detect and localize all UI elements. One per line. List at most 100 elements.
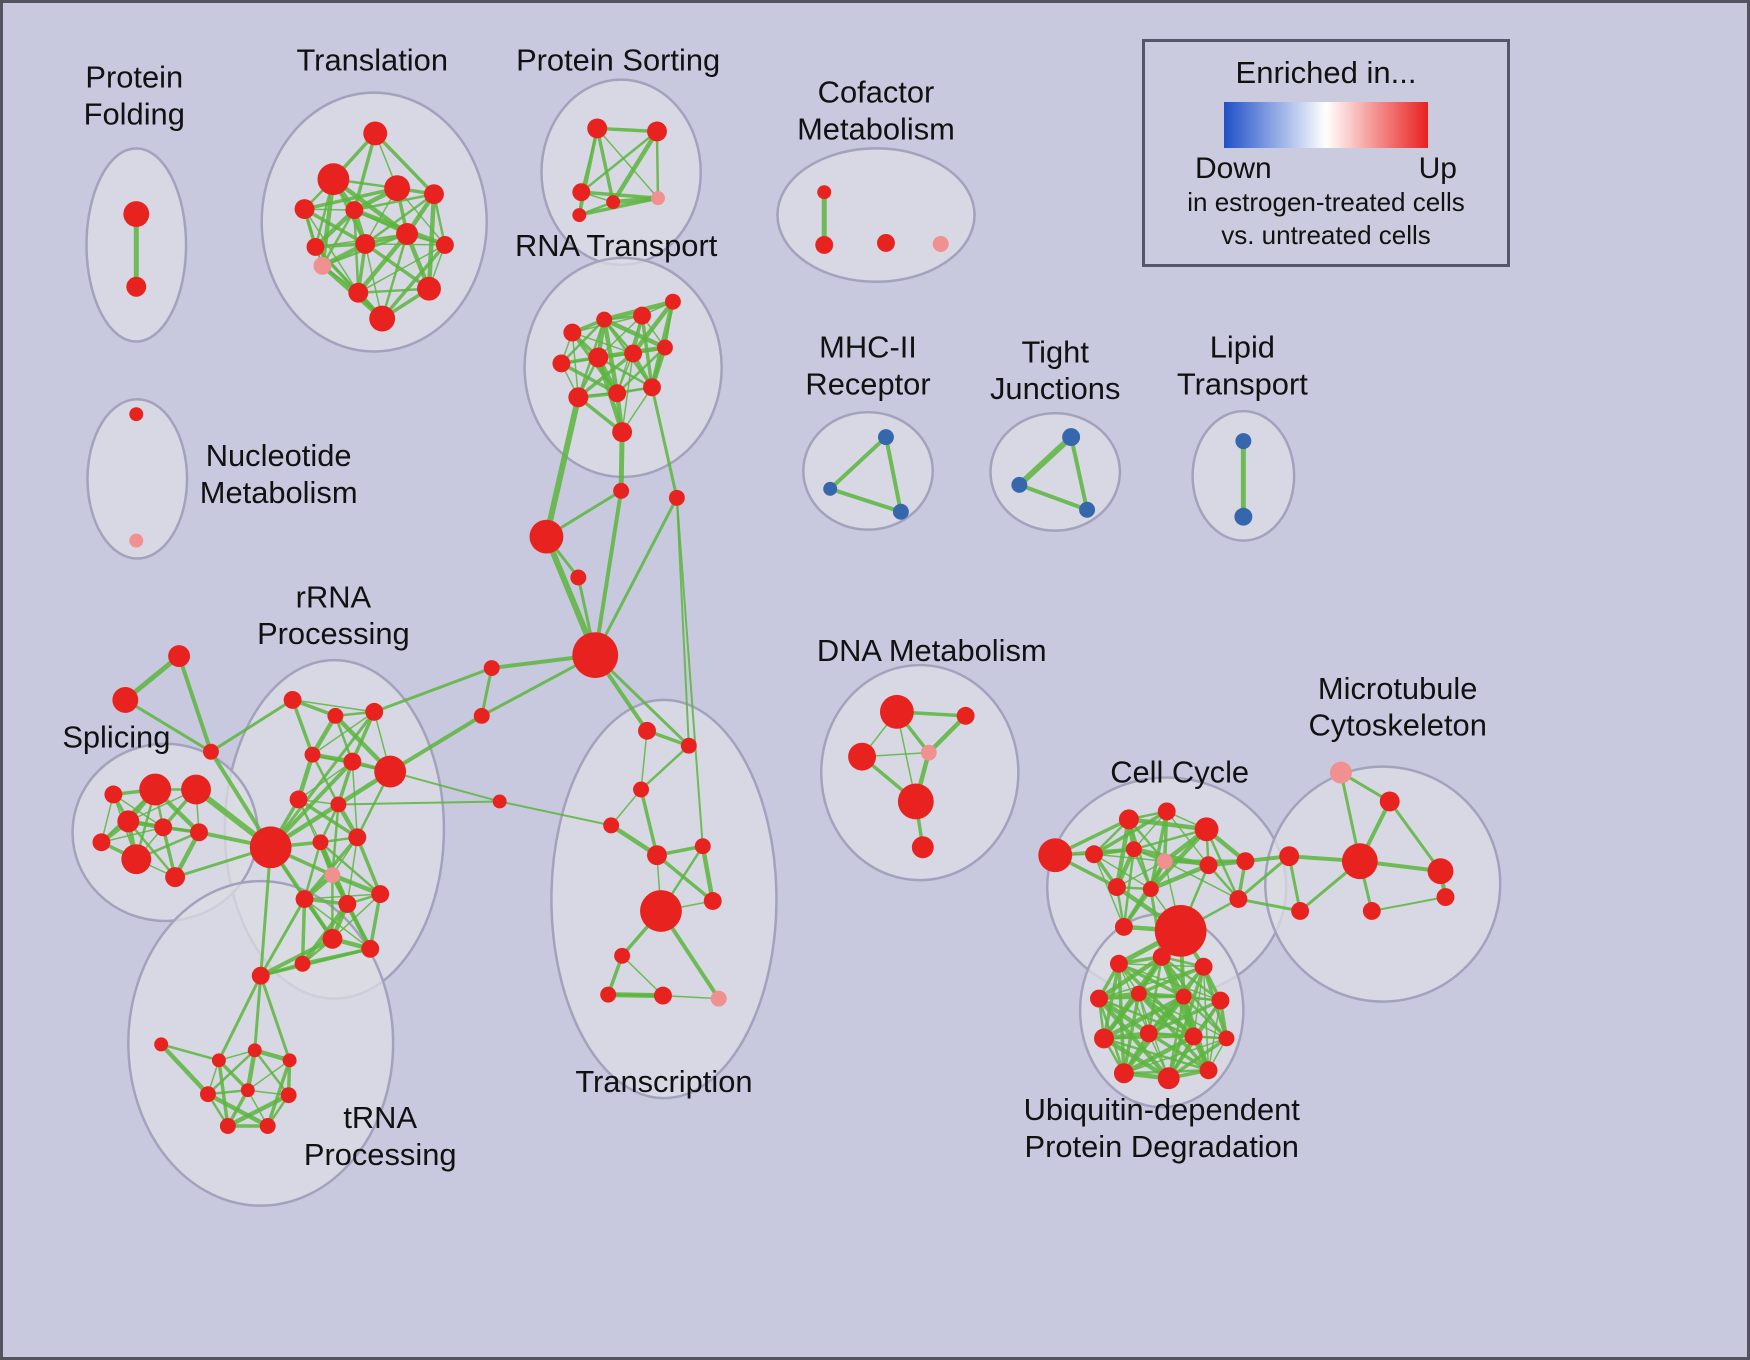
node-xhub (572, 632, 619, 679)
node-ot3 (202, 743, 219, 760)
edge-tp1-rr16 (260, 947, 371, 978)
legend-axis-labels: Down Up (1195, 152, 1457, 186)
node-rr4 (304, 746, 321, 763)
edge-tp1-rrhub (259, 847, 273, 976)
node-mc6 (1291, 902, 1310, 920)
edge-tp2-tp3 (160, 1043, 220, 1062)
node-ps5 (650, 191, 665, 206)
node-ub11 (1218, 1030, 1235, 1047)
edge-rr3-rr4 (312, 711, 375, 756)
node-tx4 (603, 817, 620, 834)
edge-rr5-rr10 (351, 761, 359, 838)
node-ub1 (1109, 954, 1128, 973)
node-rr5 (343, 752, 362, 771)
edge-tp4-tp6 (207, 1049, 256, 1096)
node-x3 (570, 569, 587, 586)
node-rr2 (327, 707, 344, 724)
edge-ps2-ps4 (611, 130, 659, 204)
node-mc3 (1279, 846, 1300, 867)
node-tr6 (423, 184, 444, 205)
cluster-label-cell-cycle-line1: Cell Cycle (1110, 755, 1249, 790)
edge-tx9-tx10 (608, 992, 663, 999)
cluster-label-protein-folding-line2: Folding (84, 96, 185, 131)
node-tr4 (345, 201, 364, 220)
cluster-label-cofactor-metabolism-line2: Metabolism (797, 111, 955, 146)
edge-rt3-rt6 (597, 315, 643, 358)
edge-rt11-x4 (650, 386, 679, 499)
node-cc10 (1107, 878, 1126, 897)
node-ub4 (1090, 989, 1108, 1008)
edge-sp4-sp8 (127, 820, 177, 878)
node-rr17 (294, 955, 311, 972)
node-tr1 (363, 121, 388, 146)
edge-x4-xhub (593, 497, 679, 656)
edge-cc3-cc8 (1166, 810, 1210, 866)
cluster-label-trna-processing-line2: Processing (304, 1137, 457, 1172)
cluster-ellipse-mhc-ii-receptor (802, 410, 934, 531)
edge-tr4-tr12 (353, 210, 360, 293)
node-ps4 (606, 195, 621, 210)
cluster-label-translation-line1: Translation (296, 43, 448, 78)
node-sp1 (104, 785, 123, 804)
edge-rr1-rr3 (292, 699, 375, 713)
cluster-label-nucleotide-metabolism-line2: Metabolism (200, 475, 358, 510)
node-ps2 (647, 121, 667, 142)
node-dm4 (920, 744, 937, 761)
node-tr7 (306, 237, 325, 256)
node-dm3 (848, 742, 876, 771)
cluster-label-ubiquitin-degradation-line2: Protein Degradation (1024, 1129, 1298, 1164)
node-rr12 (295, 890, 314, 908)
cluster-label-ubiquitin-degradation-line1: Ubiquitin-dependent (1024, 1092, 1301, 1127)
node-cm1 (817, 185, 832, 200)
edge-tr11-tr13 (380, 243, 447, 320)
edge-rt2-rt5 (560, 318, 606, 365)
node-cc11 (1142, 881, 1159, 898)
edge-rt4-rt7 (631, 300, 675, 355)
node-sp8 (165, 867, 186, 888)
node-rt5 (552, 354, 571, 373)
edge-ot2-ot3 (124, 698, 212, 753)
node-rr11 (324, 867, 341, 884)
edge-tx10-tx11 (662, 994, 719, 1000)
node-rt7 (624, 344, 643, 363)
edge-ub11-ub12 (1123, 1037, 1227, 1074)
edge-tj1-tj2 (1017, 434, 1074, 488)
cluster-label-rrna-processing-line2: Processing (257, 616, 410, 651)
legend-gradient-bar (1224, 102, 1428, 148)
cluster-label-transcription-line1: Transcription (575, 1064, 752, 1099)
node-rr9 (312, 834, 329, 851)
edge-ps5-ps6 (578, 196, 659, 217)
edge-ub4-ub9 (1097, 996, 1151, 1036)
node-cc2 (1118, 809, 1139, 830)
edge-ub9-ub14 (1147, 1031, 1210, 1072)
node-cc5 (1085, 845, 1103, 864)
node-cc8 (1199, 856, 1218, 875)
edge-tr3-tr5 (304, 186, 398, 211)
node-rr13 (338, 895, 357, 913)
edge-ps2-ps3 (580, 130, 658, 194)
edge-rr9-rr14 (319, 841, 382, 895)
node-mc2 (1379, 791, 1400, 812)
node-x8 (492, 794, 507, 809)
edge-ps1-ps4 (595, 128, 615, 203)
cluster-ellipse-microtubule-cytoskeleton (1264, 765, 1502, 1003)
cluster-label-tight-junctions-line2: Junctions (990, 371, 1120, 406)
node-cm3 (876, 233, 895, 252)
cluster-label-trna-processing-line1: tRNA (343, 1100, 417, 1135)
edge-rr12-rr14 (304, 893, 381, 900)
edge-tj1-tj3 (1069, 436, 1090, 511)
edge-x8-tx4 (499, 800, 612, 827)
node-rt12 (612, 422, 633, 443)
legend-up-label: Up (1418, 152, 1457, 185)
edge-ot1-ot3 (177, 655, 213, 753)
node-tx5 (647, 845, 667, 866)
node-mc7 (1362, 902, 1381, 920)
node-cc3 (1157, 802, 1176, 821)
node-cm2 (815, 235, 834, 254)
edge-rt9-x2 (543, 396, 582, 538)
edge-rr6-x8 (389, 770, 500, 803)
node-cc9 (1236, 852, 1255, 871)
edge-cc8-cc11 (1149, 863, 1210, 892)
node-tx10 (653, 986, 672, 1005)
edge-sp5-sp9 (101, 826, 164, 844)
